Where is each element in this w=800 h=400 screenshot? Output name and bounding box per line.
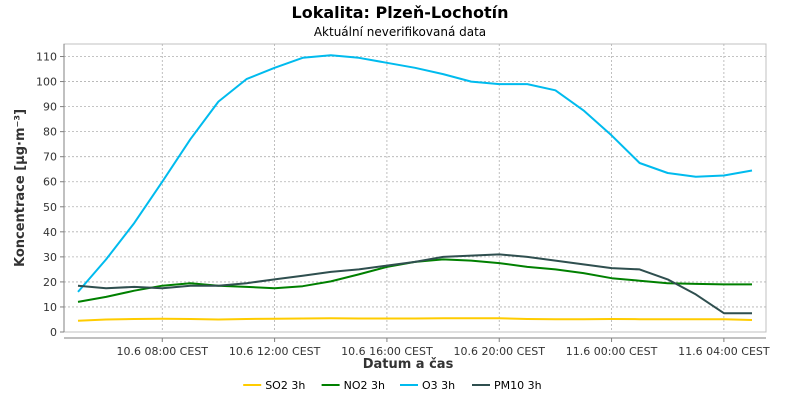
y-tick-label: 30: [43, 251, 57, 264]
legend-label: PM10 3h: [494, 379, 542, 392]
series-line-pm10-3h: [77, 253, 752, 315]
y-axis: 0 10 20 30 40 50 60 70 80 90 100 110: [36, 44, 65, 339]
y-tick-label: 70: [43, 151, 57, 164]
series-layer: [77, 54, 753, 322]
y-tick-label: 60: [43, 176, 57, 189]
x-tick-label: 11.6 04:00 CEST: [678, 345, 770, 358]
x-tick-label: 11.6 00:00 CEST: [566, 345, 658, 358]
legend-label: SO2 3h: [265, 379, 305, 392]
legend-label: O3 3h: [422, 379, 455, 392]
y-tick-label: 20: [43, 276, 57, 289]
legend-item-so2-3h: SO2 3h: [243, 379, 305, 392]
series-line-so2-3h: [77, 317, 753, 322]
legend-item-pm10-3h: PM10 3h: [472, 379, 542, 392]
legend-label: NO2 3h: [344, 379, 385, 392]
y-tick-label: 80: [43, 126, 57, 139]
y-tick-label: 90: [43, 101, 57, 114]
x-tick-label: 10.6 16:00 CEST: [341, 345, 433, 358]
x-tick-label: 10.6 08:00 CEST: [117, 345, 209, 358]
x-axis-title: Datum a čas: [363, 357, 454, 372]
y-tick-label: 40: [43, 226, 57, 239]
legend-item-o3-3h: O3 3h: [400, 379, 455, 392]
y-axis-title: Koncentrace [µg·m⁻³]: [13, 109, 28, 267]
x-tick-label: 10.6 20:00 CEST: [453, 345, 545, 358]
x-tick-label: 10.6 12:00 CEST: [229, 345, 321, 358]
plot-area: [63, 43, 767, 333]
series-line-o3-3h: [77, 54, 753, 293]
legend-item-no2-3h: NO2 3h: [321, 379, 385, 392]
chart-title: Lokalita: Plzeň-Lochotín: [292, 3, 509, 22]
y-tick-label: 50: [43, 201, 57, 214]
y-tick-label: 110: [36, 51, 57, 64]
chart-subtitle: Aktuální neverifikovaná data: [314, 25, 486, 39]
x-axis: 10.6 08:00 CEST 10.6 12:00 CEST 10.6 16:00…: [64, 337, 770, 358]
legend: SO2 3h NO2 3h O3 3h PM10 3h: [243, 379, 542, 392]
y-tick-label: 10: [43, 301, 57, 314]
y-tick-label: 100: [36, 76, 57, 89]
y-tick-label: 0: [50, 326, 57, 339]
